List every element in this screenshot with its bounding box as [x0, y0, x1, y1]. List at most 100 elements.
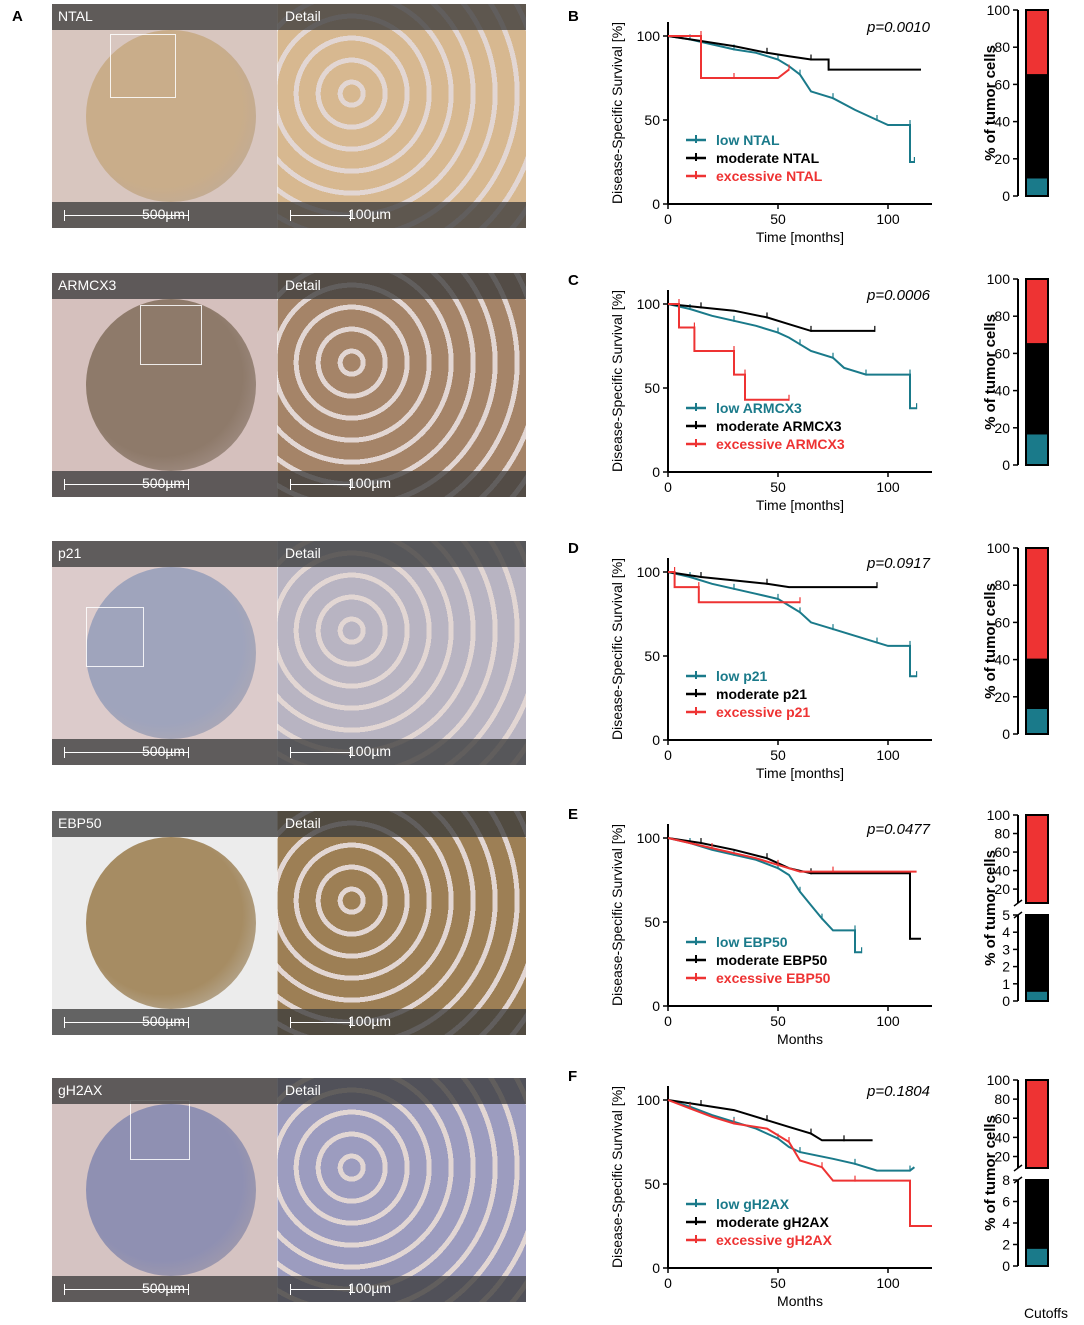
- y-tick-label: 20: [994, 881, 1010, 897]
- bar-segment-low: [1025, 1246, 1049, 1267]
- x-axis-label: Time [months]: [756, 497, 844, 513]
- scale-tick: [64, 479, 65, 490]
- x-tick-label: 100: [876, 1275, 900, 1291]
- y-tick-label: 40: [994, 1129, 1010, 1145]
- tissue-core: [86, 299, 256, 471]
- y-tick-label: 100: [637, 830, 661, 846]
- zoom-box: [110, 34, 176, 98]
- y-tick-label: 40: [994, 383, 1010, 399]
- scale-label-left: 500µm: [142, 206, 186, 222]
- tissue-panel-ntal: NTAL Detail 500µm 100µm: [52, 4, 526, 228]
- x-tick-label: 50: [770, 1275, 786, 1291]
- y-tick-label: 100: [987, 1072, 1011, 1088]
- scale-tick: [64, 747, 65, 758]
- scale-line-left: [64, 215, 188, 216]
- scale-label-left: 500µm: [142, 1013, 186, 1029]
- scale-label-right: 100µm: [348, 1280, 392, 1296]
- legend-label: excessive NTAL: [716, 168, 823, 184]
- panel-letter-e: E: [568, 806, 579, 823]
- image-divider: [277, 811, 278, 1035]
- marker-label: NTAL: [58, 8, 93, 24]
- image-divider: [277, 541, 278, 765]
- scale-tick: [64, 210, 65, 221]
- y-tick-label: 60: [994, 614, 1010, 630]
- y-tick-label: 0: [1002, 188, 1010, 204]
- scale-tick: [350, 747, 351, 758]
- y-tick-label: 80: [994, 577, 1010, 593]
- y-axis-label: % of tumor cells: [982, 583, 999, 699]
- x-axis-label: Time [months]: [756, 229, 844, 245]
- y-tick-label: 100: [987, 807, 1011, 823]
- tma-core-image: [52, 4, 277, 228]
- scale-label-left: 500µm: [142, 475, 186, 491]
- axis-break: [1013, 1164, 1023, 1172]
- x-axis-label: Time [months]: [756, 765, 844, 781]
- survival-plot-e: 0 50 100 0 50 100 Months Disease-Specific Survi…: [609, 821, 932, 1047]
- x-tick-label: 0: [664, 747, 672, 763]
- series-line-excessive: [668, 571, 800, 604]
- y-tick-label: 60: [994, 1110, 1010, 1126]
- legend-label: low ARMCX3: [716, 400, 802, 416]
- series-line-moderate: [667, 837, 921, 940]
- bar-segment-moderate: [1025, 914, 1049, 992]
- detail-image: [277, 541, 526, 765]
- y-tick-label: 40: [994, 114, 1010, 130]
- bar-segment-excessive: [1025, 278, 1049, 346]
- scale-tick: [188, 479, 189, 490]
- tma-core-image: [52, 541, 277, 765]
- scale-label-right: 100µm: [348, 743, 392, 759]
- axis-break: [1013, 899, 1023, 907]
- panel-letter-d: D: [568, 540, 579, 557]
- label-bar: [52, 541, 526, 567]
- detail-image: [277, 811, 526, 1035]
- y-tick-label: 6: [1002, 1194, 1010, 1210]
- y-tick-label: 0: [1002, 993, 1010, 1009]
- tissue-panel-gh2ax: gH2AX Detail 500µm 100µm: [52, 1078, 526, 1302]
- legend-label: moderate NTAL: [716, 150, 820, 166]
- tissue-panel-armcx3: ARMCX3 Detail 500µm 100µm: [52, 273, 526, 497]
- scale-tick: [290, 1284, 291, 1295]
- detail-label: Detail: [285, 277, 321, 293]
- scale-tick: [290, 210, 291, 221]
- y-tick-label: 0: [652, 464, 660, 480]
- series-line-low: [667, 303, 917, 410]
- y-axis-label: Disease-Specific Survival [%]: [609, 22, 625, 204]
- scale-label-right: 100µm: [348, 1013, 392, 1029]
- y-axis-label: Disease-Specific Survival [%]: [609, 558, 625, 740]
- y-tick-label: 2: [1002, 1237, 1010, 1253]
- survival-plot-d: 0 50 100 0 50 100 Time [months] Disease-Specifi…: [609, 555, 932, 781]
- tissue-panel-ebp50: EBP50 Detail 500µm 100µm: [52, 811, 526, 1035]
- legend-label: moderate gH2AX: [716, 1214, 829, 1230]
- zoom-box: [140, 305, 202, 365]
- x-tick-label: 0: [664, 1275, 672, 1291]
- y-tick-label: 100: [987, 540, 1011, 556]
- bar-segment-moderate: [1025, 1179, 1049, 1249]
- image-divider: [277, 1078, 278, 1302]
- scale-tick: [290, 479, 291, 490]
- y-tick-label: 0: [652, 732, 660, 748]
- scale-tick: [188, 1284, 189, 1295]
- marker-label: gH2AX: [58, 1082, 103, 1098]
- panel-letter-c: C: [568, 272, 579, 289]
- scale-tick: [350, 479, 351, 490]
- scale-line-left: [64, 1289, 188, 1290]
- legend-label: low NTAL: [716, 132, 780, 148]
- panel-letter-f: F: [568, 1068, 578, 1085]
- tma-core-image: [52, 811, 277, 1035]
- y-axis-label: % of tumor cells: [982, 1115, 999, 1231]
- tissue-core: [86, 1104, 256, 1276]
- marker-label: ARMCX3: [58, 277, 117, 293]
- series-line-moderate: [667, 35, 921, 71]
- y-tick-label: 50: [644, 112, 660, 128]
- bar-segment-excessive: [1025, 1079, 1049, 1169]
- tma-core-image: [52, 273, 277, 497]
- x-tick-label: 100: [876, 747, 900, 763]
- scale-line-left: [64, 1022, 188, 1023]
- series-line-excessive: [668, 35, 790, 79]
- legend-label: low EBP50: [716, 934, 788, 950]
- legend-label: moderate ARMCX3: [716, 418, 842, 434]
- y-tick-label: 20: [994, 1149, 1010, 1165]
- detail-label: Detail: [285, 815, 321, 831]
- y-tick-label: 80: [994, 39, 1010, 55]
